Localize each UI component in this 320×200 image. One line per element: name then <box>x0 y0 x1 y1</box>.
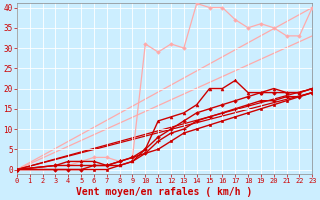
X-axis label: Vent moyen/en rafales ( km/h ): Vent moyen/en rafales ( km/h ) <box>76 187 253 197</box>
